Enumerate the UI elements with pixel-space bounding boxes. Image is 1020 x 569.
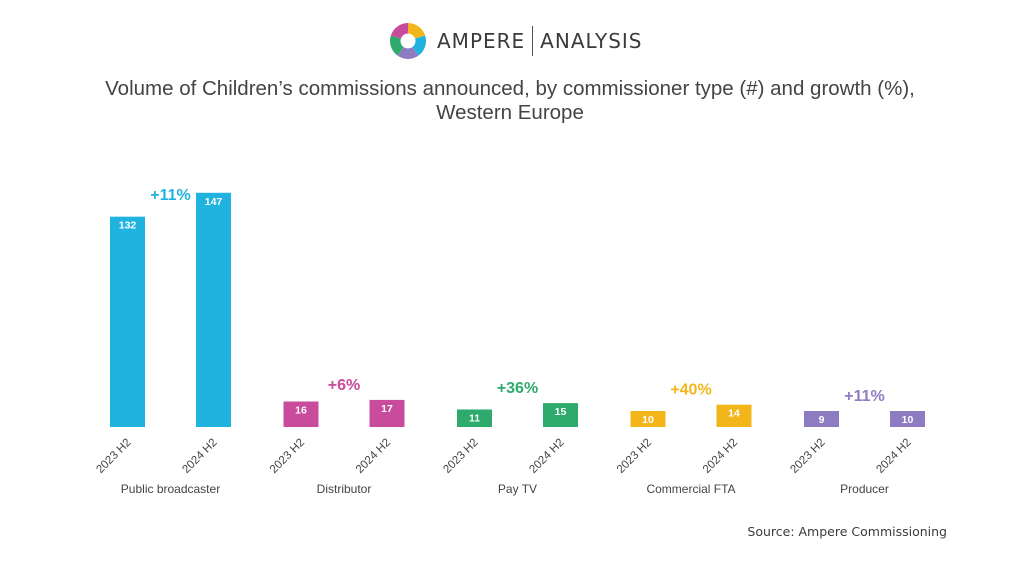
logo-segment — [390, 35, 404, 56]
bar — [110, 216, 145, 427]
x-tick-label: 2024 H2 — [701, 437, 740, 476]
growth-label: +36% — [497, 380, 538, 397]
bar — [716, 404, 752, 427]
bar-value-label: 16 — [295, 405, 307, 417]
bar-value-label: 14 — [728, 408, 740, 420]
source-note: Source: Ampere Commissioning — [747, 524, 947, 539]
bar — [543, 403, 578, 427]
bar — [630, 411, 666, 427]
brand-logo: AMPERE ANALYSIS — [389, 22, 643, 60]
bar-value-label: 10 — [902, 414, 914, 426]
brand-separator — [532, 26, 534, 56]
bar — [283, 401, 319, 427]
bar-value-label: 11 — [469, 412, 480, 424]
brand-name-part1: AMPERE — [437, 29, 526, 53]
brand-name-part2: ANALYSIS — [540, 29, 643, 53]
category-label: Commercial FTA — [646, 482, 735, 496]
bar — [369, 399, 405, 427]
x-tick-label: 2024 H2 — [527, 437, 566, 476]
bar — [804, 411, 839, 427]
x-tick-label: 2023 H2 — [441, 437, 480, 476]
x-tick-label: 2024 H2 — [874, 437, 913, 476]
x-tick-label: 2023 H2 — [94, 437, 133, 476]
growth-label: +40% — [670, 382, 711, 399]
x-tick-label: 2024 H2 — [354, 437, 393, 476]
growth-label: +11% — [150, 187, 190, 204]
chart-title-line-2: Western Europe — [436, 101, 584, 124]
bar — [890, 411, 925, 427]
bar-value-label: 147 — [205, 196, 223, 208]
ampere-logo-icon — [390, 23, 426, 60]
growth-label: +11% — [844, 388, 884, 405]
chart-title-line-1: Volume of Children’s commissions announc… — [105, 77, 915, 100]
category-label: Pay TV — [498, 482, 537, 496]
logo-segment — [397, 47, 419, 60]
category-label: Public broadcaster — [121, 482, 220, 496]
category-label: Producer — [840, 482, 889, 496]
logo-segment — [408, 23, 426, 39]
logo-segment — [390, 23, 408, 39]
logo-segment — [412, 35, 426, 56]
bar — [457, 409, 492, 427]
bar-value-label: 10 — [642, 414, 654, 426]
bar — [196, 192, 231, 427]
bar-value-label: 132 — [119, 220, 137, 232]
growth-label: +6% — [328, 377, 360, 394]
bar-value-label: 9 — [819, 414, 825, 426]
chart-title: Volume of Children’s commissions announc… — [0, 77, 1020, 125]
x-tick-label: 2023 H2 — [268, 437, 307, 476]
x-tick-label: 2023 H2 — [788, 437, 827, 476]
bar-value-label: 15 — [555, 406, 567, 418]
bar-value-label: 17 — [381, 403, 393, 415]
category-label: Distributor — [317, 482, 372, 496]
x-tick-label: 2023 H2 — [615, 437, 654, 476]
x-tick-label: 2024 H2 — [180, 437, 219, 476]
